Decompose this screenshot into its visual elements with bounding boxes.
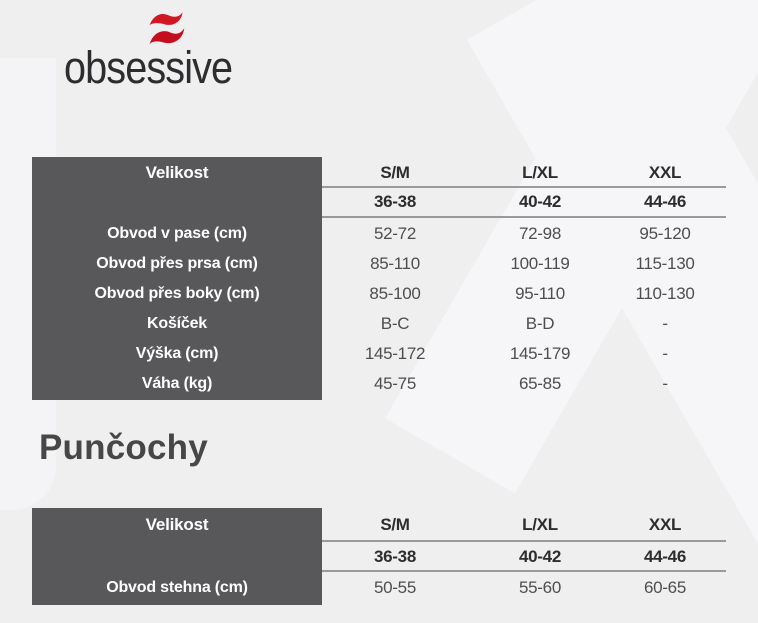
row-value: 55-60 — [519, 578, 561, 597]
main-table-label-panel — [32, 157, 322, 400]
row-value: 60-65 — [644, 578, 686, 597]
row-value: 45-75 — [374, 374, 416, 393]
main-size-range-lxl: 40-42 — [519, 192, 561, 211]
row-value: - — [662, 344, 668, 363]
row-label: Obvod přes boky (cm) — [94, 285, 260, 302]
row-value: - — [662, 314, 668, 333]
row-value: 100-119 — [510, 254, 570, 273]
main-size-range-sm: 36-38 — [374, 192, 416, 211]
stockings-size-range-sm: 36-38 — [374, 547, 416, 566]
row-value: 85-100 — [369, 284, 421, 303]
table-rule — [322, 540, 726, 542]
stockings-size-range-lxl: 40-42 — [519, 547, 561, 566]
row-value: 145-172 — [364, 344, 426, 363]
main-size-range-xxl: 44-46 — [644, 192, 686, 211]
stockings-size-range-xxl: 44-46 — [644, 547, 686, 566]
row-value: 52-72 — [374, 224, 416, 243]
main-col-header-sm: S/M — [380, 163, 410, 182]
row-value: 95-110 — [515, 284, 565, 303]
row-label: Výška (cm) — [135, 345, 219, 362]
stockings-section-title: Punčochy — [39, 428, 208, 467]
brand-wordmark: obsessive — [64, 42, 233, 93]
row-value: 115-130 — [635, 254, 695, 273]
stockings-table-corner-label: Velikost — [145, 515, 209, 534]
row-value: 65-85 — [519, 374, 561, 393]
row-label: Obvod stehna (cm) — [106, 579, 248, 596]
main-col-header-lxl: L/XL — [522, 163, 558, 182]
stockings-table-label-panel — [32, 508, 322, 605]
row-label: Obvod přes prsa (cm) — [96, 255, 258, 272]
row-value: 85-110 — [370, 254, 420, 273]
table-rule — [322, 186, 726, 188]
row-value: 72-98 — [519, 224, 561, 243]
stockings-col-header-sm: S/M — [380, 515, 410, 534]
row-value: B-C — [380, 314, 410, 333]
stockings-col-header-lxl: L/XL — [522, 515, 558, 534]
main-col-header-xxl: XXL — [648, 163, 682, 182]
table-rule — [322, 216, 726, 218]
obsessive-flame-icon — [146, 10, 186, 50]
table-rule — [322, 570, 726, 572]
row-label: Váha (kg) — [141, 375, 213, 392]
row-value: 50-55 — [374, 578, 416, 597]
row-value: 145-179 — [509, 344, 571, 363]
row-value: - — [662, 374, 668, 393]
row-value: B-D — [525, 314, 555, 333]
row-label: Košíček — [147, 315, 207, 332]
row-label: Obvod v pase (cm) — [107, 225, 247, 242]
row-value: 110-130 — [635, 284, 695, 303]
stockings-col-header-xxl: XXL — [648, 515, 682, 534]
row-value: 95-120 — [639, 224, 691, 243]
main-table-corner-label: Velikost — [145, 163, 209, 182]
